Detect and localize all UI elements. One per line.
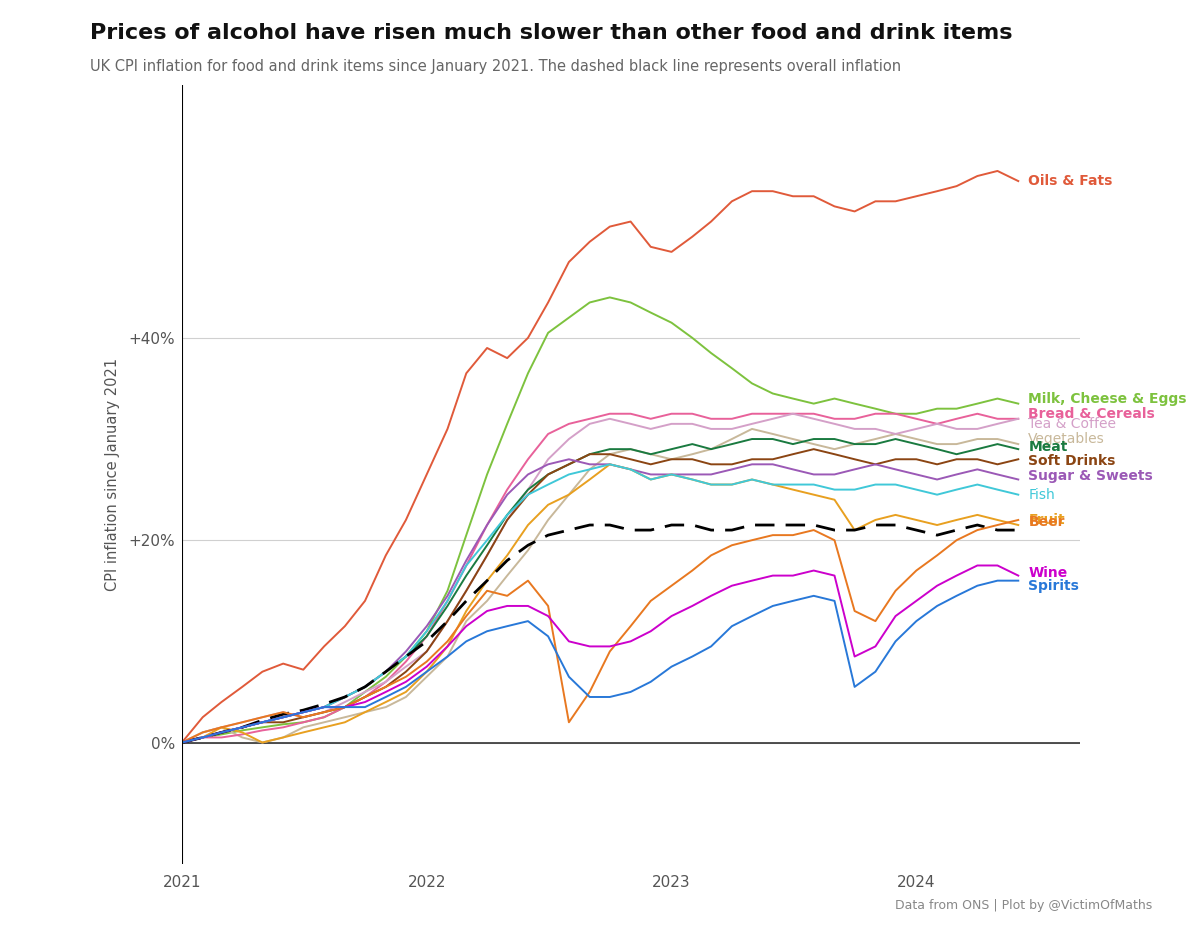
- Text: Bread & Cereals: Bread & Cereals: [1028, 407, 1156, 421]
- Text: Soft Drinks: Soft Drinks: [1028, 454, 1116, 468]
- Text: UK CPI inflation for food and drink items since January 2021. The dashed black l: UK CPI inflation for food and drink item…: [90, 59, 901, 74]
- Text: Spirits: Spirits: [1028, 578, 1079, 592]
- Text: Wine: Wine: [1028, 565, 1068, 579]
- Text: Oils & Fats: Oils & Fats: [1028, 174, 1112, 188]
- Text: Meat: Meat: [1028, 440, 1068, 454]
- Text: Beer: Beer: [1028, 515, 1064, 529]
- Text: Data from ONS | Plot by @VictimOfMaths: Data from ONS | Plot by @VictimOfMaths: [895, 899, 1152, 912]
- Text: Sugar & Sweets: Sugar & Sweets: [1028, 469, 1153, 483]
- Y-axis label: CPI inflation since January 2021: CPI inflation since January 2021: [104, 358, 120, 591]
- Text: Milk, Cheese & Eggs: Milk, Cheese & Eggs: [1028, 392, 1187, 406]
- Text: Tea & Coffee: Tea & Coffee: [1028, 417, 1116, 431]
- Text: Fish: Fish: [1028, 488, 1055, 502]
- Text: Prices of alcohol have risen much slower than other food and drink items: Prices of alcohol have risen much slower…: [90, 23, 1013, 43]
- Text: Fruit: Fruit: [1028, 513, 1064, 527]
- Text: Vegetables: Vegetables: [1028, 432, 1105, 446]
